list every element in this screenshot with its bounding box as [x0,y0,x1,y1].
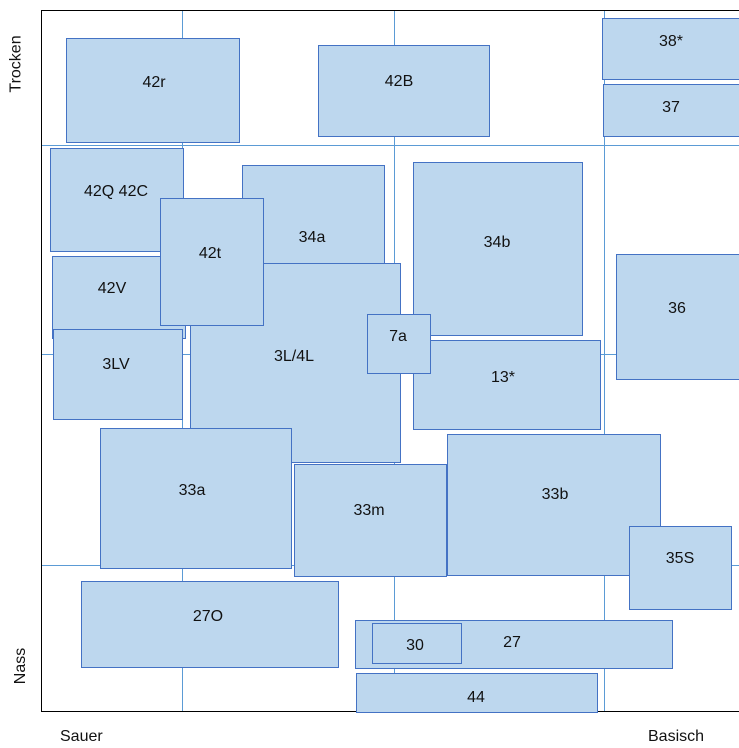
unit-box-38 [602,18,739,80]
unit-label-30: 30 [406,637,424,654]
unit-box-30 [372,623,462,664]
ecogram-diagram: 42r 42B 38* 37 42Q 42C 34a 34b 42t 42V 3… [41,10,739,713]
unit-label-42r: 42r [142,74,166,91]
unit-label-37: 37 [662,99,680,116]
unit-label-36: 36 [668,300,686,317]
unit-label-3LV: 3LV [102,356,130,373]
unit-box-27O [81,581,339,668]
unit-label-27: 27 [503,634,521,651]
unit-label-3L-4L: 3L/4L [273,348,315,365]
unit-label-34a: 34a [298,229,326,246]
unit-box-13 [413,340,601,430]
unit-box-33a [100,428,292,569]
unit-label-42Q-42C: 42Q 42C [83,183,149,200]
unit-label-42V: 42V [97,280,127,297]
unit-box-37 [603,84,739,137]
unit-label-27O: 27O [192,608,224,625]
unit-box-34b [413,162,583,336]
unit-label-13: 13* [490,369,516,386]
unit-box-42B [318,45,490,137]
unit-box-44 [356,673,598,713]
unit-label-42B: 42B [384,73,414,90]
grid-line-horizontal [42,145,739,146]
unit-label-38: 38* [658,33,684,50]
axis-label-basisch: Basisch [648,728,705,745]
unit-label-34b: 34b [483,234,511,251]
unit-box-42r [66,38,240,143]
axis-label-trocken: Trocken [7,35,25,93]
unit-label-35S: 35S [665,550,695,567]
unit-box-33b [447,434,661,576]
unit-box-7a [367,314,431,374]
unit-label-33m: 33m [353,502,385,519]
unit-box-42t [160,198,264,326]
unit-label-42t: 42t [198,245,222,262]
unit-box-36 [616,254,739,380]
unit-box-3LV [53,329,183,420]
unit-box-33m [294,464,447,577]
unit-box-35S [629,526,732,610]
axis-label-nass: Nass [12,647,30,685]
axis-label-sauer: Sauer [60,728,103,745]
grid-line-vertical [604,11,605,711]
unit-label-33b: 33b [541,486,569,503]
unit-label-44: 44 [467,689,485,706]
unit-label-7a: 7a [389,328,407,345]
unit-label-33a: 33a [178,482,206,499]
